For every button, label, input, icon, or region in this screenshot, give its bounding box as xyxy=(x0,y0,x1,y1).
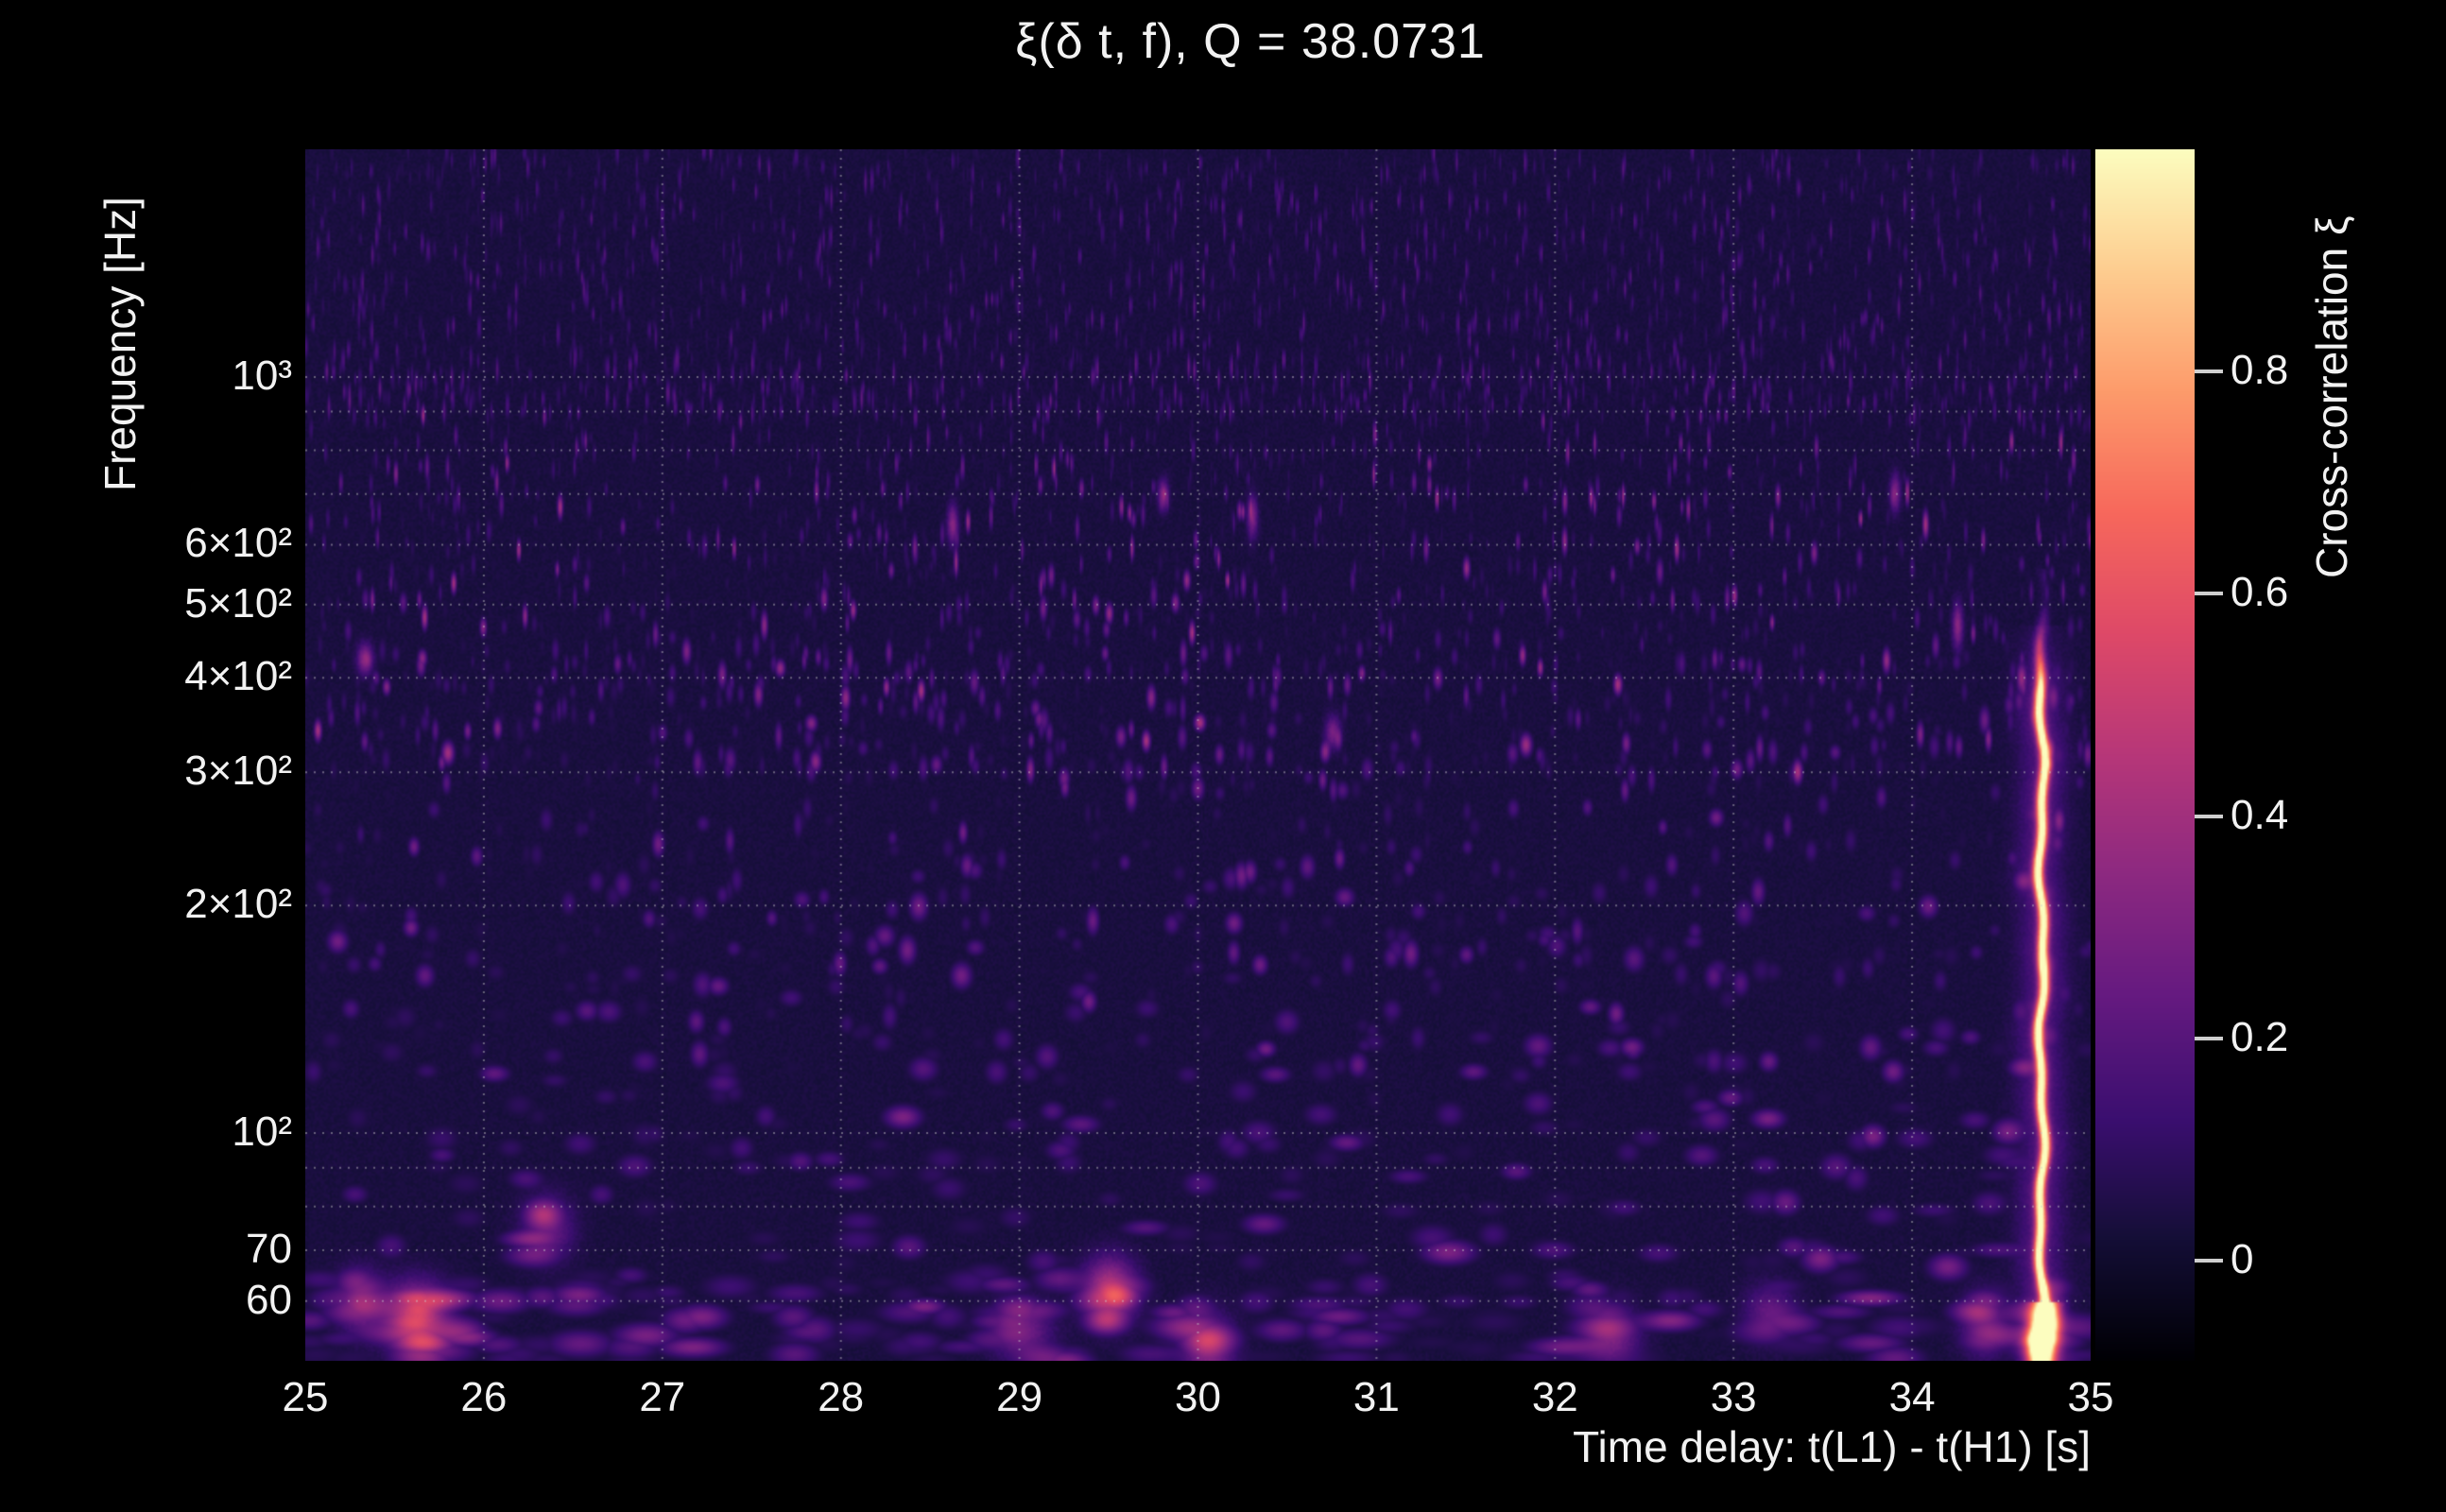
y-tick-label: 3×10² xyxy=(184,747,292,795)
y-tick-label: 6×10² xyxy=(184,520,292,567)
y-axis-label: Frequency [Hz] xyxy=(95,197,145,491)
x-tick-label: 35 xyxy=(2067,1374,2114,1420)
colorbar-tick-label: 0.4 xyxy=(2231,791,2289,838)
colorbar-tick-label: 0.8 xyxy=(2231,347,2289,394)
colorbar-tick-mark xyxy=(2195,592,2223,596)
heatmap-canvas xyxy=(305,149,2091,1361)
x-tick-label: 27 xyxy=(639,1374,686,1420)
x-tick-label: 29 xyxy=(996,1374,1043,1420)
colorbar-tick-mark xyxy=(2195,814,2223,818)
x-tick-label: 31 xyxy=(1352,1374,1400,1420)
y-tick-label: 2×10² xyxy=(184,881,292,928)
y-tick-label: 70 xyxy=(246,1226,292,1273)
y-tick-label: 4×10² xyxy=(184,653,292,700)
y-tick-label: 60 xyxy=(246,1276,292,1323)
colorbar-tick-mark xyxy=(2195,1259,2223,1263)
x-tick-label: 33 xyxy=(1710,1374,1757,1420)
colorbar-label: Cross-correlation ξ xyxy=(2307,215,2356,578)
chart-title: ξ(δ t, f), Q = 38.0731 xyxy=(1015,14,1486,69)
y-tick-label: 10³ xyxy=(232,352,292,399)
x-tick-label: 28 xyxy=(818,1374,865,1420)
colorbar xyxy=(2095,149,2195,1361)
colorbar-tick-mark xyxy=(2195,369,2223,374)
x-tick-label: 26 xyxy=(460,1374,508,1420)
x-tick-label: 32 xyxy=(1531,1374,1578,1420)
colorbar-tick-label: 0.2 xyxy=(2231,1013,2289,1060)
x-tick-label: 30 xyxy=(1175,1374,1221,1420)
x-tick-label: 25 xyxy=(282,1374,329,1420)
colorbar-tick-mark xyxy=(2195,1036,2223,1040)
y-tick-label: 10² xyxy=(232,1108,292,1156)
x-tick-label: 34 xyxy=(1888,1374,1936,1420)
colorbar-tick-label: 0 xyxy=(2231,1236,2254,1283)
y-tick-label: 5×10² xyxy=(184,579,292,627)
colorbar-tick-label: 0.6 xyxy=(2231,569,2289,616)
x-axis-label: Time delay: t(L1) - t(H1) [s] xyxy=(1573,1422,2091,1471)
